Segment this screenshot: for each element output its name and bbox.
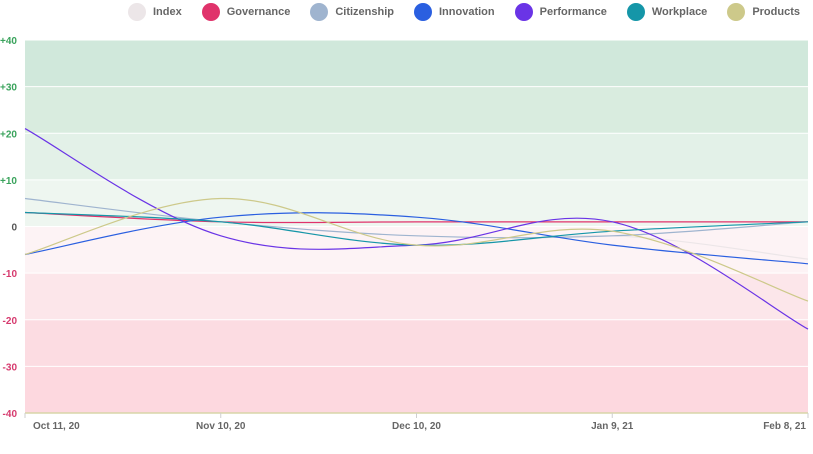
legend-swatch [727, 3, 746, 21]
legend-label: Products [752, 6, 800, 18]
legend-item-innovation[interactable]: Innovation [414, 3, 495, 21]
legend-label: Performance [539, 6, 607, 18]
negative-band [25, 226, 808, 274]
series-line-citizenship [24, 197, 809, 239]
legend-swatch [310, 3, 329, 21]
legend-swatch [201, 3, 220, 21]
positive-band [25, 179, 808, 227]
legend-label: Citizenship [335, 6, 394, 18]
positive-band [25, 86, 808, 134]
legend-item-performance[interactable]: Performance [514, 3, 607, 21]
legend-item-workplace[interactable]: Workplace [626, 3, 708, 21]
legend-label: Governance [226, 6, 291, 18]
y-tick-label: -40 [3, 409, 18, 420]
y-tick-label: -30 [3, 362, 18, 373]
legend-item-products[interactable]: Products [727, 3, 800, 21]
legend-swatch [514, 3, 533, 21]
x-tick-label: Nov 10, 20 [196, 421, 246, 432]
y-tick-label: +10 [0, 176, 17, 187]
y-tick-label: -20 [3, 316, 18, 327]
series-line-products [24, 197, 809, 302]
legend-label: Index [153, 6, 182, 18]
positive-band [25, 133, 808, 180]
legend-item-index[interactable]: Index [128, 3, 182, 21]
negative-band [25, 366, 808, 413]
negative-band [25, 273, 808, 320]
y-tick-label: 0 [11, 223, 17, 234]
legend-label: Workplace [651, 6, 708, 18]
series-line-innovation [24, 212, 809, 265]
legend-label: Innovation [439, 6, 495, 18]
y-tick-label: +30 [0, 83, 17, 94]
negative-band [25, 319, 808, 367]
x-tick-label: Oct 11, 20 [33, 421, 80, 432]
legend-item-citizenship[interactable]: Citizenship [310, 3, 394, 21]
legend-swatch [414, 3, 432, 21]
positive-band [25, 40, 808, 87]
y-tick-label: +40 [0, 36, 17, 47]
y-tick-label: +20 [0, 129, 17, 140]
legend-swatch [626, 3, 645, 21]
legend-item-governance[interactable]: Governance [201, 3, 291, 21]
x-tick-label: Jan 9, 21 [591, 421, 634, 432]
legend-swatch [128, 3, 146, 21]
x-tick-label: Dec 10, 20 [392, 421, 441, 432]
series-line-governance [24, 211, 808, 224]
legend: Index Governance Citizenship Innovation Perf… [128, 3, 800, 21]
y-tick-label: -10 [3, 269, 18, 280]
x-tick-label: Feb 8, 21 [763, 421, 806, 432]
